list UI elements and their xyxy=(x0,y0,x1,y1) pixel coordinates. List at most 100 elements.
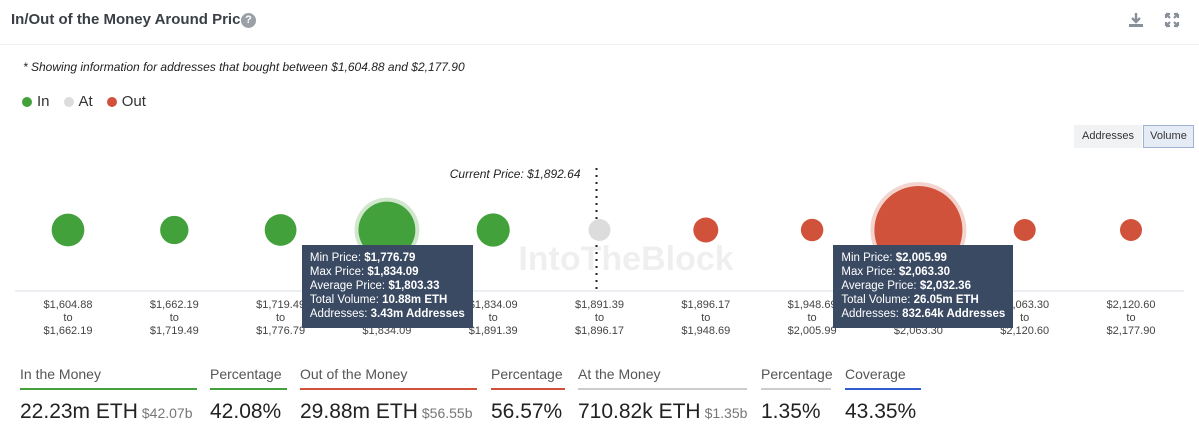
stat-label: Percentage xyxy=(210,366,282,382)
tooltip-row: Total Volume: 26.05m ETH xyxy=(841,293,1005,307)
legend-dot-out xyxy=(106,96,117,107)
x-tick-label: $1,719.49 xyxy=(150,325,199,337)
tooltip-key: Addresses: xyxy=(841,308,903,320)
stat-value-main: 29.88m ETH xyxy=(300,400,418,423)
stat-in-the-money: In the Money 22.23m ETH $42.07b xyxy=(20,366,197,424)
tooltip-value: $1,803.33 xyxy=(388,280,440,292)
stat-underline xyxy=(491,388,565,390)
tooltip-value: $1,776.79 xyxy=(364,252,416,264)
legend-item-out[interactable]: Out xyxy=(106,93,146,110)
stat-value: 56.57% xyxy=(491,400,563,423)
tooltip-row: Addresses: 3.43m Addresses xyxy=(310,307,465,321)
x-tick-label: $1,896.17 xyxy=(575,325,624,337)
current-price-label: Current Price: $1,892.64 xyxy=(450,167,581,181)
x-tick-label: to xyxy=(701,312,710,324)
bubble-11[interactable] xyxy=(1120,219,1142,241)
legend-item-at[interactable]: At xyxy=(63,93,93,110)
tooltip-row: Average Price: $1,803.33 xyxy=(310,279,465,293)
bubble-chart: IntoTheBlock Current Price: $1,892.64 $1,6… xyxy=(15,167,1184,337)
bubble-10[interactable] xyxy=(1013,219,1036,241)
tooltip-key: Max Price: xyxy=(841,266,899,278)
stat-value-main: 22.23m ETH xyxy=(20,400,138,423)
stat-label: Coverage xyxy=(845,366,906,382)
stat-value: 710.82k ETH $1.35b xyxy=(578,400,747,424)
legend-item-in[interactable]: In xyxy=(22,93,50,110)
x-tick-label: to xyxy=(808,312,817,324)
tooltip-row: Max Price: $2,063.30 xyxy=(841,265,1005,279)
tooltip-key: Min Price: xyxy=(841,252,896,264)
stat-value-main: 710.82k ETH xyxy=(578,400,701,423)
x-tick-label: $1,891.39 xyxy=(575,299,624,311)
legend-label-in: In xyxy=(37,93,50,110)
stat-at-percentage: Percentage 1.35% xyxy=(761,366,833,424)
x-tick-label: $2,063.30 xyxy=(894,325,943,337)
x-tick-label: to xyxy=(276,312,285,324)
x-tick-label: to xyxy=(1126,312,1135,324)
x-tick-label: $1,834.09 xyxy=(469,299,518,311)
addresses-toggle-button[interactable]: Addresses xyxy=(1074,125,1142,148)
stat-in-percentage: Percentage 42.08% xyxy=(210,366,287,424)
x-tick-label: to xyxy=(1020,312,1029,324)
x-tick-label: $2,120.60 xyxy=(1000,325,1049,337)
bubble-4[interactable] xyxy=(358,201,416,259)
stat-label: In the Money xyxy=(20,366,101,382)
x-tick-label: $2,120.60 xyxy=(1107,299,1156,311)
tooltip-key: Average Price: xyxy=(309,280,389,292)
stat-underline xyxy=(578,388,747,390)
stat-value-usd: $42.07b xyxy=(141,405,193,421)
stat-label: Percentage xyxy=(491,366,563,382)
tooltip-key: Max Price: xyxy=(309,266,368,278)
question-circle-icon[interactable]: ? xyxy=(241,13,256,28)
stat-label: Percentage xyxy=(761,366,833,382)
legend-label-out: Out xyxy=(121,93,146,110)
x-tick-label: $2,005.99 xyxy=(788,325,837,337)
tooltip-value: 832.64k Addresses xyxy=(902,308,1006,320)
tooltip-key: Total Volume: xyxy=(309,294,383,306)
bubble-5[interactable] xyxy=(476,213,510,247)
stat-label: At the Money xyxy=(578,366,661,382)
tooltip-value: 3.43m Addresses xyxy=(370,308,465,320)
legend-dot-in xyxy=(22,96,32,107)
x-tick-label: $1,604.88 xyxy=(44,299,93,311)
tooltip-row: Total Volume: 10.88m ETH xyxy=(310,293,465,307)
x-tick-label: $1,948.69 xyxy=(681,325,730,337)
chart-legend: In At Out xyxy=(22,93,160,110)
tooltip-row: Addresses: 832.64k Addresses xyxy=(841,307,1005,321)
stat-label: Out of the Money xyxy=(300,366,408,382)
tooltip-key: Min Price: xyxy=(309,252,365,264)
tooltip-value: $2,063.30 xyxy=(898,266,951,278)
stat-out-percentage: Percentage 56.57% xyxy=(491,366,565,424)
x-tick-label: $1,719.49 xyxy=(256,299,305,311)
volume-toggle-button[interactable]: Volume xyxy=(1143,125,1194,148)
stat-value: 29.88m ETH $56.55b xyxy=(300,400,477,424)
stat-underline xyxy=(761,388,831,390)
tooltip-key: Addresses: xyxy=(309,308,371,320)
x-tick-label: $2,177.90 xyxy=(1107,325,1156,337)
bubble-3[interactable] xyxy=(264,214,297,246)
bubble-2[interactable] xyxy=(160,215,189,245)
bubble-1[interactable] xyxy=(51,213,85,247)
stat-underline xyxy=(300,388,477,390)
stat-value: 1.35% xyxy=(761,400,821,423)
bubble-6[interactable] xyxy=(588,219,611,241)
tooltip-key: Average Price: xyxy=(841,280,920,292)
x-tick-label: to xyxy=(595,312,604,324)
x-tick-label: to xyxy=(170,312,179,324)
tooltip-value: $1,834.09 xyxy=(367,266,419,278)
tooltip-key: Total Volume: xyxy=(841,294,914,306)
x-tick-label: $1,834.09 xyxy=(362,325,411,337)
x-tick-label: to xyxy=(63,312,72,324)
bubble-8[interactable] xyxy=(800,218,824,242)
bubble-7[interactable] xyxy=(693,217,719,243)
legend-dot-at xyxy=(63,96,74,107)
expand-icon[interactable] xyxy=(1162,10,1182,30)
range-note: * Showing information for addresses that… xyxy=(23,60,465,74)
bubble-tooltip: Min Price: $2,005.99 Max Price: $2,063.30… xyxy=(833,245,1014,328)
stat-value-usd: $1.35b xyxy=(704,405,748,421)
stat-underline xyxy=(845,388,921,390)
stat-coverage: Coverage 43.35% xyxy=(845,366,921,424)
download-icon[interactable] xyxy=(1126,10,1146,30)
tooltip-value: 26.05m ETH xyxy=(913,294,979,306)
tooltip-value: $2,032.36 xyxy=(919,280,971,292)
x-tick-label: $1,662.19 xyxy=(44,325,93,337)
